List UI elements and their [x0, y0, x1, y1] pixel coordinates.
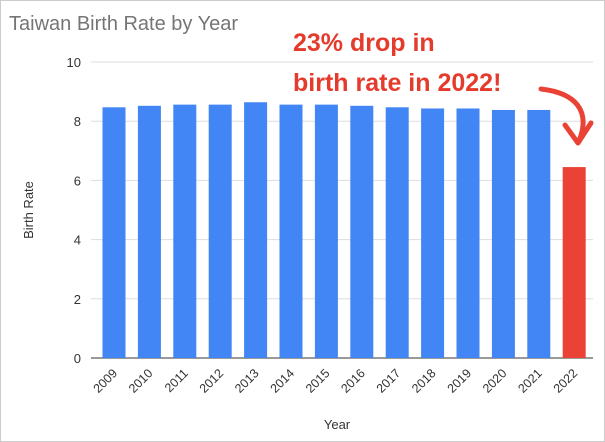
bar-2014 [279, 104, 303, 359]
bar-2020 [491, 109, 515, 359]
x-tick-label: 2016 [338, 366, 368, 396]
bar-2018 [421, 108, 445, 358]
x-tick-label: 2010 [126, 366, 156, 396]
bar-2016 [350, 105, 374, 358]
x-tick-label: 2017 [374, 366, 404, 396]
y-tick-label: 2 [74, 292, 81, 307]
x-tick-label: 2019 [445, 366, 475, 396]
x-tick-label: 2012 [197, 366, 227, 396]
bar-2015 [314, 104, 338, 359]
bar-2013 [244, 102, 268, 358]
x-tick-label: 2014 [268, 366, 298, 396]
x-tick-label: 2018 [409, 366, 439, 396]
chart-title: Taiwan Birth Rate by Year [9, 13, 239, 35]
x-tick-label: 2020 [480, 366, 510, 396]
annotation-line-2: birth rate in 2022! [293, 69, 502, 97]
bar-2021 [527, 109, 551, 359]
x-tick-label: 2021 [515, 366, 545, 396]
x-tick-label: 2015 [303, 366, 333, 396]
y-tick-label: 4 [74, 233, 81, 248]
y-axis-label: Birth Rate [21, 181, 36, 239]
y-tick-label: 10 [67, 55, 81, 70]
x-axis-label: Year [324, 417, 351, 432]
bar-2022 [562, 167, 586, 358]
bar-2011 [173, 104, 197, 359]
x-tick-label: 2011 [162, 366, 191, 395]
annotation-line-1: 23% drop in [293, 29, 435, 57]
y-tick-label: 0 [74, 351, 81, 366]
bar-2009 [102, 107, 126, 359]
bar-2010 [137, 105, 161, 358]
x-tick-label: 2022 [551, 366, 581, 396]
bar-2017 [385, 107, 409, 359]
x-tick-label: 2009 [91, 366, 121, 396]
bar-2019 [456, 108, 480, 358]
arrow-icon [538, 86, 586, 144]
x-tick-label: 2013 [232, 366, 262, 396]
y-tick-label: 6 [74, 173, 81, 188]
bar-2012 [208, 104, 232, 359]
arrowhead-icon [562, 120, 594, 146]
y-tick-label: 8 [74, 114, 81, 129]
